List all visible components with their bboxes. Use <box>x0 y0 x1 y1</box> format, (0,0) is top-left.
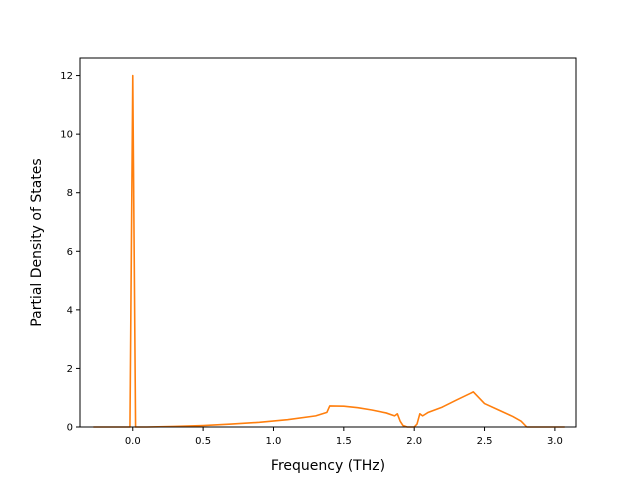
x-tick-label: 1.5 <box>336 436 352 447</box>
y-tick-label: 10 <box>60 130 73 141</box>
y-tick-label: 2 <box>67 364 73 375</box>
y-tick-label: 6 <box>67 247 73 258</box>
x-tick-label: 2.5 <box>477 436 493 447</box>
y-tick-label: 12 <box>60 71 73 82</box>
y-axis: 0 2 4 6 8 10 12 <box>60 71 80 434</box>
x-tick-label: 1.0 <box>266 436 282 447</box>
y-tick-label: 8 <box>67 188 73 199</box>
plot-frame <box>79 57 577 428</box>
x-tick-label: 0.5 <box>195 436 211 447</box>
y-tick-label: 0 <box>67 423 73 434</box>
plot-area <box>80 58 576 427</box>
y-tick-label: 4 <box>67 305 73 316</box>
x-tick-label: 2.0 <box>406 436 422 447</box>
x-axis-title: Frequency (THz) <box>271 458 385 474</box>
y-axis-title: Partial Density of States <box>29 158 45 326</box>
x-tick-label: 3.0 <box>547 436 563 447</box>
x-tick-label: 0.0 <box>125 436 141 447</box>
